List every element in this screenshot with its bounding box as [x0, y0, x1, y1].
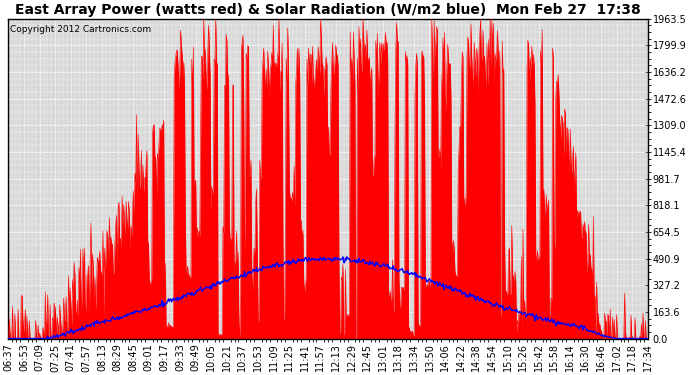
Title: East Array Power (watts red) & Solar Radiation (W/m2 blue)  Mon Feb 27  17:38: East Array Power (watts red) & Solar Rad…: [15, 3, 641, 18]
Text: Copyright 2012 Cartronics.com: Copyright 2012 Cartronics.com: [10, 25, 151, 34]
